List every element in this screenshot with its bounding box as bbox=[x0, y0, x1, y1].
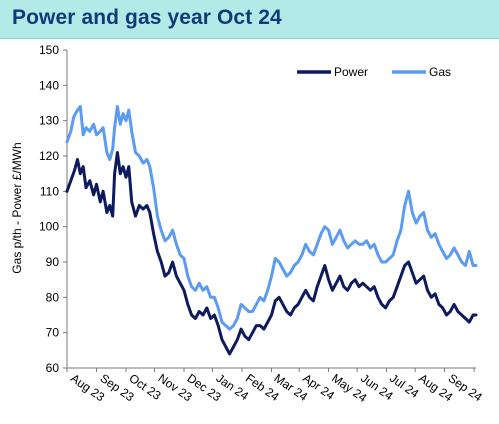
y-tick-label: 110 bbox=[40, 184, 59, 198]
legend-label-gas: Gas bbox=[429, 65, 451, 79]
y-tick-label: 60 bbox=[46, 361, 60, 375]
y-axis-label: Gas p/th - Power £/MWh bbox=[10, 142, 24, 273]
legend: Power Gas bbox=[297, 65, 451, 79]
y-tick-label: 150 bbox=[39, 43, 59, 57]
y-tick-label: 90 bbox=[46, 255, 60, 269]
y-tick-label: 130 bbox=[39, 114, 59, 128]
x-tick-label: Jul 24 bbox=[387, 371, 422, 401]
series-line-power bbox=[65, 151, 478, 356]
y-tick-label: 140 bbox=[39, 78, 59, 92]
chart-title: Power and gas year Oct 24 bbox=[12, 6, 282, 29]
y-tick-label: 120 bbox=[39, 149, 59, 163]
y-tick-label: 100 bbox=[39, 220, 59, 234]
title-banner: Power and gas year Oct 24 bbox=[0, 0, 499, 39]
y-tick-label: 70 bbox=[46, 326, 60, 340]
series-line-gas bbox=[65, 105, 478, 331]
legend-label-power: Power bbox=[334, 65, 368, 79]
x-tick-label: Sep 24 bbox=[446, 371, 485, 404]
y-axis: 60 70 80 90 100 110 120 130 140 150 bbox=[39, 43, 68, 375]
y-tick-label: 80 bbox=[46, 290, 60, 304]
series-group bbox=[65, 105, 478, 356]
